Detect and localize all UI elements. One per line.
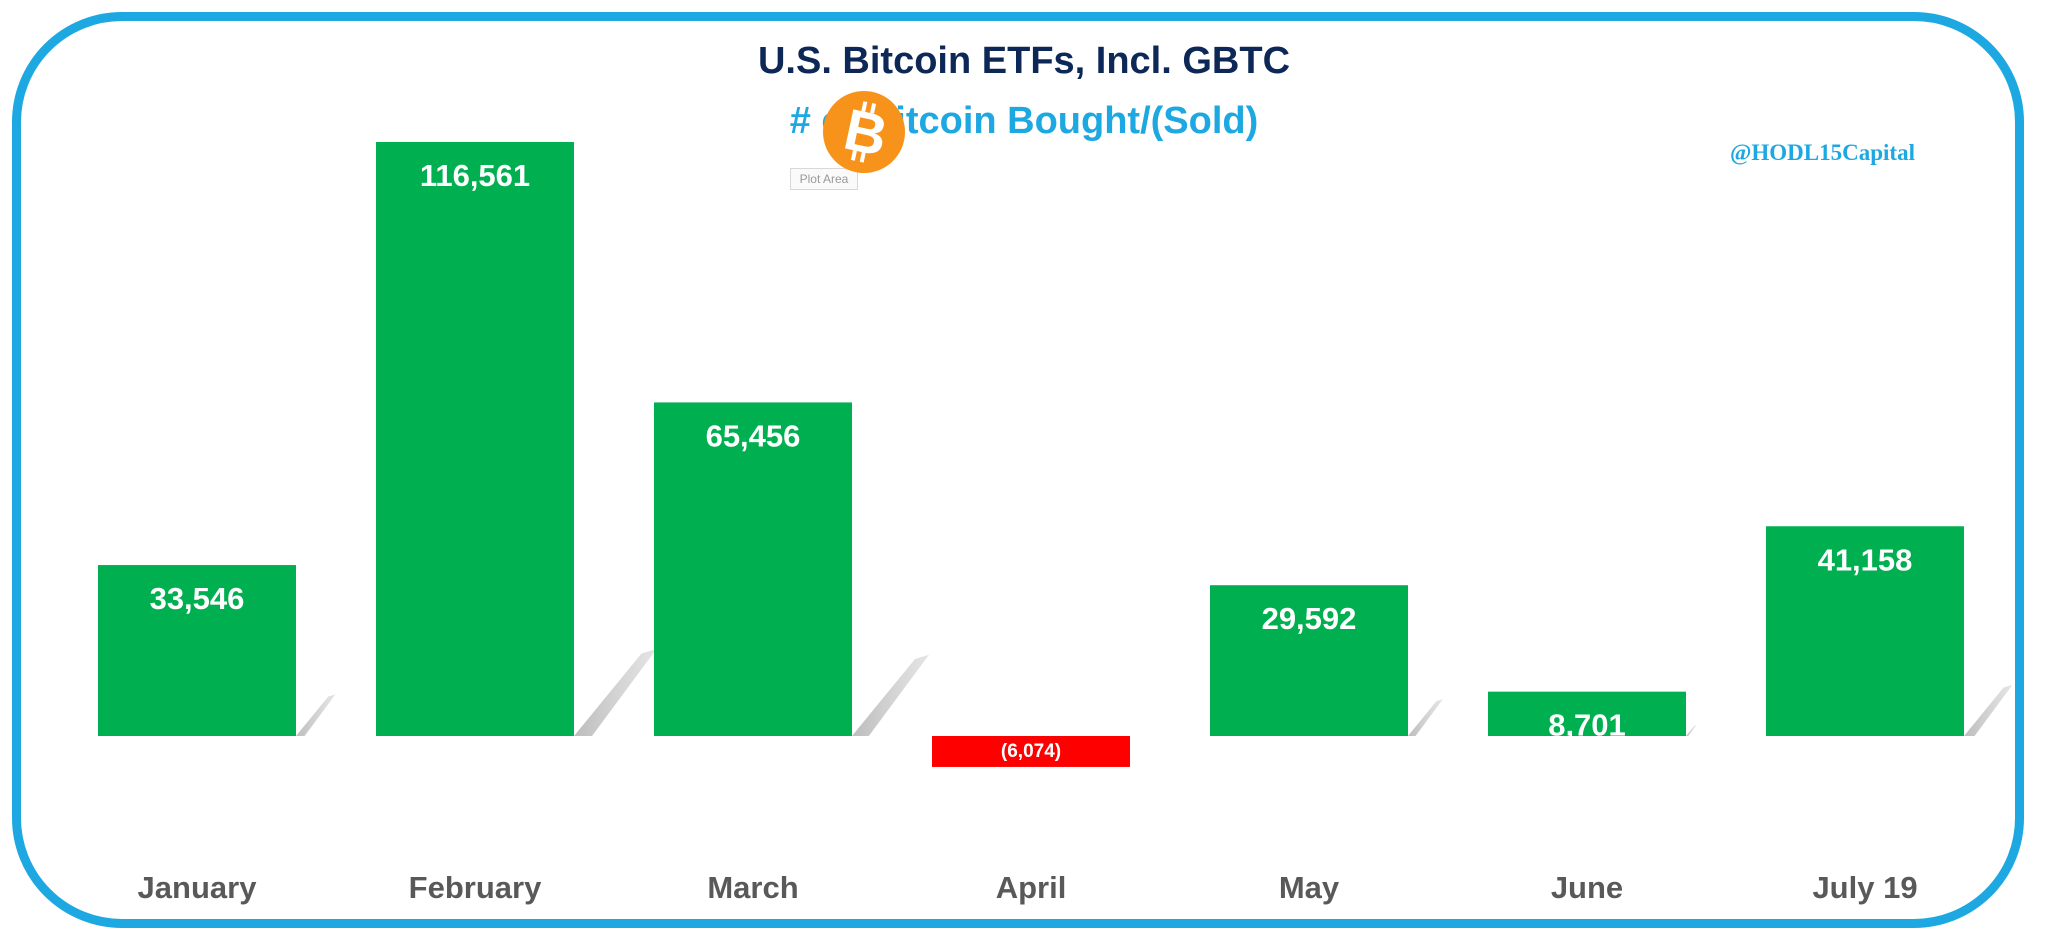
bar-shadow-4	[1408, 699, 1443, 736]
category-label-0: January	[138, 870, 258, 905]
category-label-2: March	[707, 870, 798, 905]
bar-shadow-5	[1686, 725, 1697, 736]
bar-3	[932, 736, 1130, 767]
bar-shadow-0	[296, 694, 336, 736]
bitcoin-icon: B	[823, 91, 905, 173]
bar-5	[1488, 691, 1686, 736]
bar-shadow-1	[574, 649, 657, 736]
category-label-5: June	[1551, 870, 1623, 905]
data-label-2: 65,456	[706, 418, 801, 453]
chart-frame	[12, 12, 2024, 928]
category-label-6: July 19	[1812, 870, 1917, 905]
bar-shadow-6	[1964, 684, 2013, 736]
bar-0	[98, 565, 296, 736]
data-label-0: 33,546	[150, 581, 245, 616]
category-label-1: February	[409, 870, 542, 905]
bar-4	[1210, 585, 1408, 736]
data-label-1: 116,561	[420, 158, 530, 193]
data-label-4: 29,592	[1262, 601, 1357, 636]
bar-6	[1766, 526, 1964, 736]
author-handle: @HODL15Capital	[1730, 140, 1915, 165]
bar-shadow-2	[852, 654, 930, 736]
bar-2	[654, 402, 852, 736]
plot-area-tag: Plot Area	[790, 168, 858, 190]
chart-title: U.S. Bitcoin ETFs, Incl. GBTC	[757, 40, 1291, 82]
data-label-6: 41,158	[1818, 542, 1913, 577]
bar-1	[376, 142, 574, 736]
data-label-3: (6,074)	[1001, 741, 1061, 762]
data-label-5: 8,701	[1548, 708, 1626, 743]
category-label-3: April	[996, 870, 1067, 905]
category-label-4: May	[1279, 870, 1340, 905]
